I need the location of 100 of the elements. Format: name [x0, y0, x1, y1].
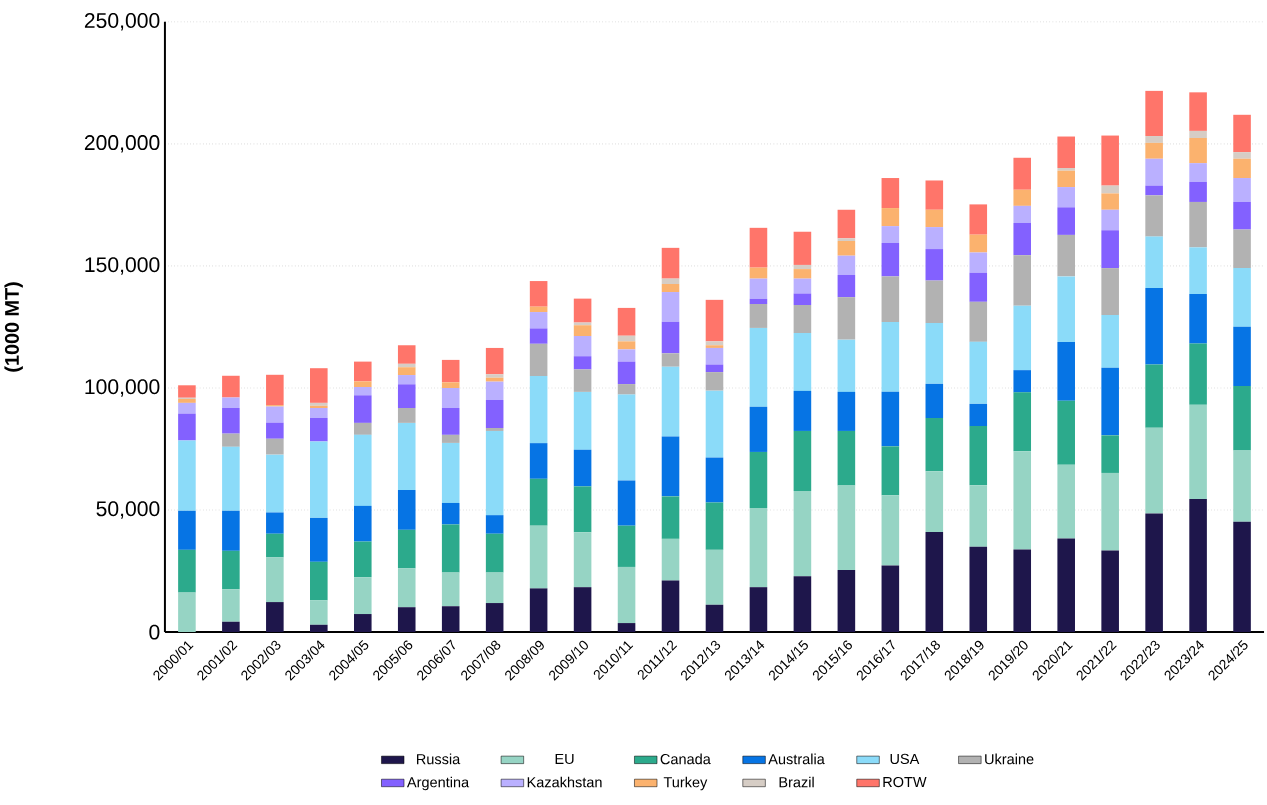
bar: [529, 479, 548, 526]
bar: [353, 381, 372, 388]
bar: [1057, 136, 1075, 169]
legend-label: ROTW: [883, 777, 927, 788]
bar: [837, 392, 856, 432]
legend-label: Russia: [417, 753, 461, 765]
bar: [1101, 268, 1119, 316]
bar: [705, 457, 724, 503]
bar: [1145, 428, 1163, 514]
bar: [222, 511, 240, 552]
y-tick-label: 150,000: [85, 257, 160, 275]
bar: [485, 428, 504, 432]
bar: [397, 367, 416, 376]
bar: [1233, 158, 1251, 179]
bar: [1101, 185, 1119, 194]
bar: [617, 567, 636, 624]
bar: [793, 431, 812, 492]
bar: [617, 623, 636, 633]
bar: [353, 435, 372, 507]
bar: [485, 603, 504, 633]
bar: [661, 580, 680, 633]
bar: [1145, 195, 1163, 237]
bar: [573, 486, 592, 533]
bar: [925, 418, 944, 472]
bar: [617, 349, 636, 362]
bar: [441, 382, 460, 389]
bar: [266, 406, 284, 423]
bar: [749, 228, 768, 268]
bar: [1145, 513, 1163, 633]
bar: [617, 525, 636, 568]
bar: [441, 360, 460, 383]
bar: [266, 557, 284, 603]
bar: [1145, 158, 1163, 186]
bar: [353, 577, 372, 615]
bar: [881, 495, 900, 566]
bar: [749, 452, 768, 509]
bar: [397, 607, 416, 633]
bar: [793, 231, 812, 266]
bar: [837, 238, 856, 242]
bar: [266, 533, 284, 558]
bar: [529, 376, 548, 444]
bar: [749, 304, 768, 329]
bar: [397, 408, 416, 424]
bar: [793, 491, 812, 577]
bar: [837, 210, 856, 239]
bar: [397, 530, 416, 569]
bar: [1013, 549, 1032, 633]
bar: [1233, 522, 1251, 633]
bar: [1057, 342, 1075, 401]
bar: [441, 524, 460, 573]
bar: [793, 293, 812, 306]
bar: [310, 408, 328, 419]
bar: [573, 392, 592, 450]
bar: [485, 533, 504, 573]
bar: [529, 281, 548, 307]
bar: [705, 341, 724, 346]
legend-label: Australia: [768, 753, 825, 765]
bar: [1233, 268, 1251, 327]
bar: [353, 541, 372, 578]
bar: [1057, 168, 1075, 171]
bar: [1101, 473, 1119, 551]
bar: [1233, 178, 1251, 203]
bar: [397, 423, 416, 491]
bar: [178, 440, 196, 512]
bar: [969, 404, 988, 427]
bar: [749, 328, 768, 408]
bar: [881, 565, 900, 633]
bar: [705, 550, 724, 606]
bar: [793, 269, 812, 279]
bar: [1145, 143, 1163, 159]
bar: [485, 431, 504, 516]
bar: [1057, 538, 1075, 633]
bar: [749, 278, 768, 300]
bar: [222, 433, 240, 448]
bar: [353, 423, 372, 436]
bar: [1145, 364, 1163, 429]
bar: [1057, 235, 1075, 277]
bar: [485, 377, 504, 382]
bar: [1189, 405, 1207, 500]
bar: [266, 512, 284, 534]
bar: [793, 391, 812, 432]
bar: [1013, 223, 1032, 256]
bar: [1189, 92, 1207, 132]
bar: [485, 400, 504, 429]
bar: [617, 480, 636, 526]
legend-label: USA: [890, 754, 920, 765]
bar: [1101, 135, 1119, 186]
bar: [1101, 315, 1119, 368]
bar: [529, 525, 548, 589]
bar: [1101, 210, 1119, 231]
bar: [1189, 131, 1207, 139]
legend-label: Ukraine: [985, 753, 1034, 765]
bar: [485, 381, 504, 401]
bar: [178, 511, 196, 551]
bar: [1145, 91, 1163, 137]
bar: [397, 384, 416, 409]
bar: [1189, 138, 1207, 164]
bar: [749, 299, 768, 305]
bar: [837, 255, 856, 276]
bar: [310, 600, 328, 626]
